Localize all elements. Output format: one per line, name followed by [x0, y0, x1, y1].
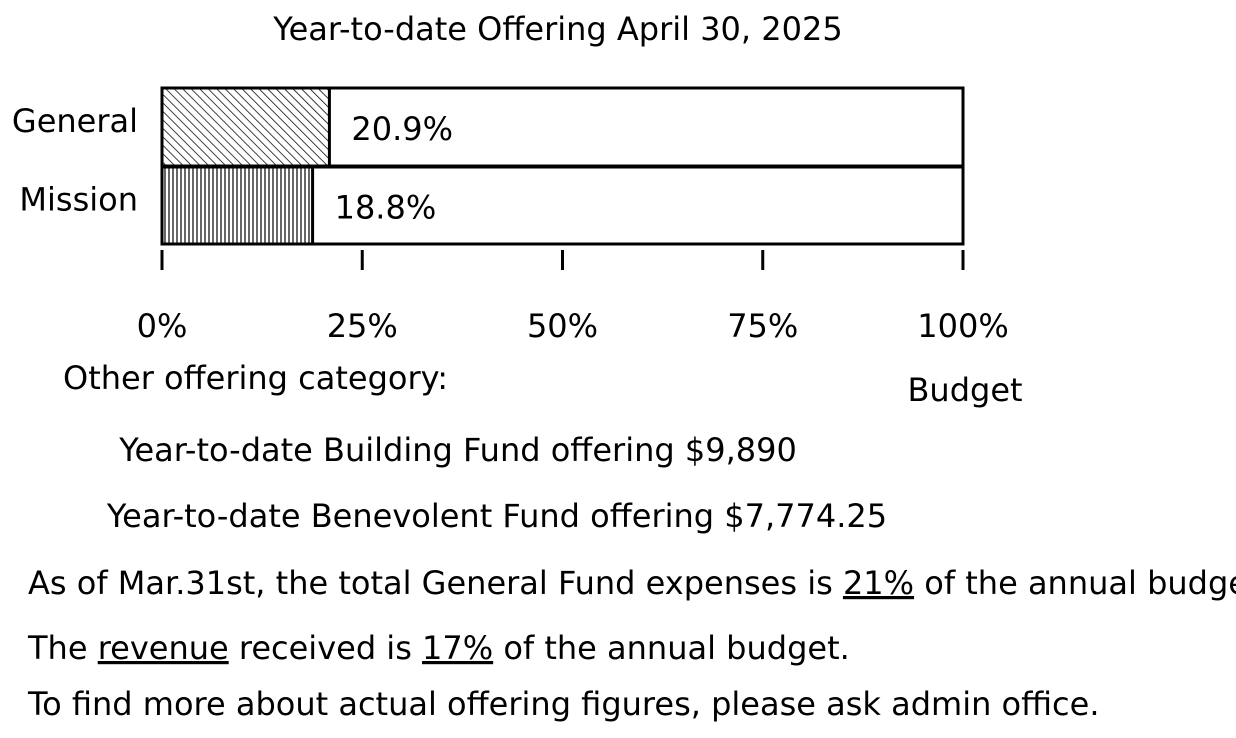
bar	[160, 86, 331, 168]
note-segment: revenue	[98, 629, 229, 667]
value-label: 20.9%	[351, 110, 453, 148]
note-line: To find more about actual offering figur…	[27, 685, 1100, 723]
note-segment: of the annual budget.	[914, 564, 1236, 602]
note-segment: of the annual budget.	[493, 629, 850, 667]
note-segment: received is	[229, 629, 422, 667]
note-segment: To find more about actual offering figur…	[27, 685, 1100, 723]
category-label: General	[12, 102, 138, 140]
note-segment: 17%	[422, 629, 493, 667]
x-tick-label: 0%	[137, 307, 188, 345]
x-tick-label: 25%	[327, 307, 398, 345]
x-tick-label: 50%	[527, 307, 598, 345]
fund-note: Year-to-date Benevolent Fund offering $7…	[106, 497, 887, 535]
chart-title: Year-to-date Offering April 30, 2025	[272, 10, 842, 48]
value-label: 18.8%	[335, 189, 437, 227]
note-line: As of Mar.31st, the total General Fund e…	[28, 564, 1236, 602]
x-tick-label: 75%	[727, 307, 798, 345]
fund-note: Year-to-date Building Fund offering $9,8…	[118, 431, 797, 469]
x-tick-label: 100%	[917, 307, 1008, 345]
category-label: Mission	[19, 181, 138, 219]
x-axis-label: Budget	[907, 371, 1022, 409]
note-segment: 21%	[843, 564, 914, 602]
note-segment: The	[27, 629, 98, 667]
note-segment: As of Mar.31st, the total General Fund e…	[28, 564, 843, 602]
note-line: The revenue received is 17% of the annua…	[27, 629, 850, 667]
notes-heading: Other offering category:	[63, 359, 448, 397]
bar	[160, 165, 315, 246]
